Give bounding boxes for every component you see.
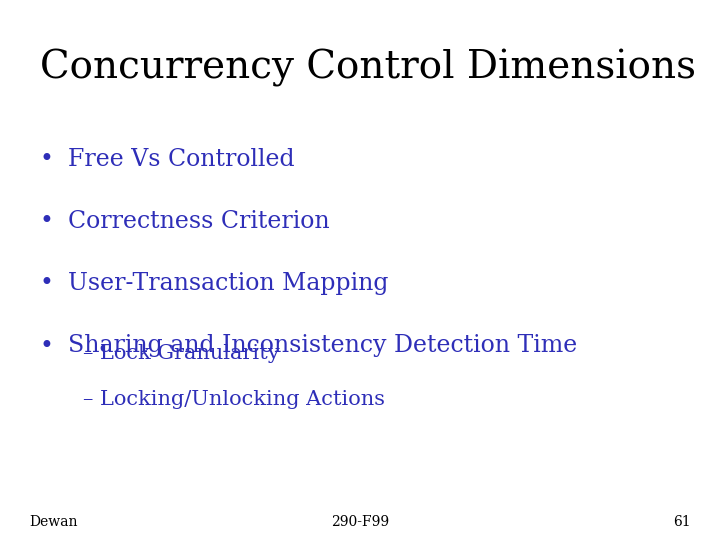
- Text: Concurrency Control Dimensions: Concurrency Control Dimensions: [40, 49, 696, 86]
- Text: 61: 61: [674, 515, 691, 529]
- Text: •: •: [40, 334, 53, 357]
- Text: Sharing and Inconsistency Detection Time: Sharing and Inconsistency Detection Time: [68, 334, 577, 357]
- Text: •: •: [40, 272, 53, 295]
- Text: User-Transaction Mapping: User-Transaction Mapping: [68, 272, 389, 295]
- Text: – Locking/Unlocking Actions: – Locking/Unlocking Actions: [83, 390, 384, 409]
- Text: – Lock Granularity: – Lock Granularity: [83, 344, 279, 363]
- Text: •: •: [40, 147, 53, 171]
- Text: Correctness Criterion: Correctness Criterion: [68, 210, 330, 233]
- Text: 290-F99: 290-F99: [331, 515, 389, 529]
- Text: Free Vs Controlled: Free Vs Controlled: [68, 148, 295, 171]
- Text: •: •: [40, 210, 53, 233]
- Text: Dewan: Dewan: [29, 515, 77, 529]
